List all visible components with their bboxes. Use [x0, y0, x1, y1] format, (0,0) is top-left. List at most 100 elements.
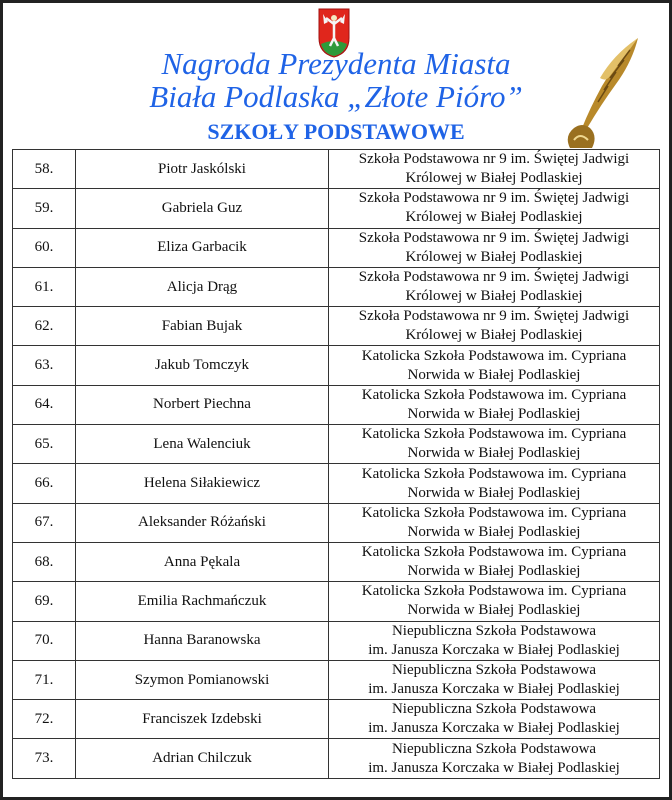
school-line-1: Szkoła Podstawowa nr 9 im. Świętej Jadwi… [358, 190, 630, 207]
school-line-1: Katolicka Szkoła Podstawowa im. Cypriana [361, 583, 627, 600]
student-name: Norbert Piechna [75, 384, 329, 426]
table-row: 58. Piotr Jaskólski Szkoła Podstawowa nr 9… [12, 148, 660, 190]
row-number: 58. [12, 148, 76, 190]
table-row: 66. Helena Siłakiewicz Katolicka Szkoła Po… [12, 463, 660, 504]
student-name: Emilia Rachmańczuk [75, 581, 329, 622]
school-line-1: Katolicka Szkoła Podstawowa im. Cypriana [361, 544, 627, 561]
student-name: Aleksander Różański [75, 502, 329, 543]
school-line-2: Norwida w Białej Podlaskiej [407, 602, 581, 619]
school-line-2: im. Janusza Korczaka w Białej Podlaskiej [368, 641, 620, 658]
title-line-1: Nagroda Prezydenta Miasta [161, 46, 511, 81]
school-cell: Szkoła Podstawowa nr 9 im. Świętej Jadwi… [328, 148, 660, 190]
title-line-2: Biała Podlaska „Złote Pióro” [149, 79, 523, 114]
school-cell: Niepubliczna Szkoła Podstawowa im. Janusz… [328, 738, 660, 779]
school-line-2: im. Janusza Korczaka w Białej Podlaskiej [368, 720, 620, 737]
school-cell: Szkoła Podstawowa nr 9 im. Świętej Jadwi… [328, 266, 660, 308]
row-number: 61. [12, 266, 76, 308]
school-line-1: Katolicka Szkoła Podstawowa im. Cypriana [361, 504, 627, 521]
row-number: 70. [12, 620, 76, 661]
school-line-1: Katolicka Szkoła Podstawowa im. Cypriana [361, 426, 627, 443]
school-cell: Katolicka Szkoła Podstawowa im. Cypriana… [328, 424, 660, 465]
row-number: 67. [12, 502, 76, 543]
row-number: 59. [12, 188, 76, 229]
school-line-2: Norwida w Białej Podlaskiej [407, 484, 581, 501]
school-cell: Szkoła Podstawowa nr 9 im. Świętej Jadwi… [328, 227, 660, 268]
school-line-1: Szkoła Podstawowa nr 9 im. Świętej Jadwi… [358, 151, 630, 168]
student-name: Hanna Baranowska [75, 620, 329, 661]
student-name: Piotr Jaskólski [75, 148, 329, 190]
student-name: Anna Pękala [75, 541, 329, 583]
school-line-2: Norwida w Białej Podlaskiej [407, 563, 581, 580]
table-row: 61. Alicja Drąg Szkoła Podstawowa nr 9 im.… [12, 266, 660, 308]
school-line-1: Szkoła Podstawowa nr 9 im. Świętej Jadwi… [358, 229, 630, 246]
school-line-1: Niepubliczna Szkoła Podstawowa [391, 622, 597, 639]
school-line-2: Norwida w Białej Podlaskiej [407, 445, 581, 462]
row-number: 65. [12, 424, 76, 465]
student-name: Gabriela Guz [75, 188, 329, 229]
student-name: Fabian Bujak [75, 306, 329, 347]
table-row: 59. Gabriela Guz Szkoła Podstawowa nr 9 im… [12, 188, 660, 229]
student-name: Jakub Tomczyk [75, 345, 329, 386]
school-cell: Niepubliczna Szkoła Podstawowa im. Janusz… [328, 699, 660, 740]
school-line-2: Królowej w Białej Podlaskiej [405, 327, 583, 344]
school-line-2: Królowej w Białej Podlaskiej [405, 170, 583, 187]
school-cell: Katolicka Szkoła Podstawowa im. Cypriana… [328, 541, 660, 583]
table-row: 60. Eliza Garbacik Szkoła Podstawowa nr 9 … [12, 227, 660, 268]
school-line-1: Katolicka Szkoła Podstawowa im. Cypriana [361, 347, 627, 364]
table-row: 63. Jakub Tomczyk Katolicka Szkoła Podstaw… [12, 345, 660, 386]
school-cell: Katolicka Szkoła Podstawowa im. Cypriana… [328, 502, 660, 543]
school-line-1: Katolicka Szkoła Podstawowa im. Cypriana [361, 465, 627, 482]
school-cell: Niepubliczna Szkoła Podstawowa im. Janusz… [328, 659, 660, 701]
school-line-2: im. Janusza Korczaka w Białej Podlaskiej [368, 681, 620, 697]
school-cell: Katolicka Szkoła Podstawowa im. Cypriana… [328, 581, 660, 622]
table-row: 64. Norbert Piechna Katolicka Szkoła Podst… [12, 384, 660, 426]
school-line-2: Królowej w Białej Podlaskiej [405, 248, 583, 265]
school-line-1: Niepubliczna Szkoła Podstawowa [391, 662, 597, 678]
school-line-2: Królowej w Białej Podlaskiej [405, 209, 583, 226]
row-number: 63. [12, 345, 76, 386]
table-row: 68. Anna Pękala Katolicka Szkoła Podstawow… [12, 541, 660, 583]
student-name: Helena Siłakiewicz [75, 463, 329, 504]
row-number: 64. [12, 384, 76, 426]
school-cell: Szkoła Podstawowa nr 9 im. Świętej Jadwi… [328, 306, 660, 347]
row-number: 66. [12, 463, 76, 504]
table-row: 65. Lena Walenciuk Katolicka Szkoła Podsta… [12, 424, 660, 465]
school-line-1: Szkoła Podstawowa nr 9 im. Świętej Jadwi… [358, 269, 630, 286]
table-row: 71. Szymon Pomianowski Niepubliczna Szkoła… [12, 659, 660, 701]
city-coat-of-arms-icon [318, 8, 350, 58]
school-line-2: im. Janusza Korczaka w Białej Podlaskiej [368, 759, 620, 776]
school-cell: Niepubliczna Szkoła Podstawowa im. Janusz… [328, 620, 660, 661]
school-line-1: Niepubliczna Szkoła Podstawowa [391, 740, 597, 757]
school-line-1: Katolicka Szkoła Podstawowa im. Cypriana [361, 386, 627, 403]
student-name: Alicja Drąg [75, 266, 329, 308]
row-number: 73. [12, 738, 76, 779]
table-row: 69. Emilia Rachmańczuk Katolicka Szkoła Po… [12, 581, 660, 622]
school-line-2: Norwida w Białej Podlaskiej [407, 523, 581, 540]
student-name: Lena Walenciuk [75, 424, 329, 465]
golden-quill-icon [567, 38, 638, 148]
student-name: Szymon Pomianowski [75, 659, 329, 701]
row-number: 72. [12, 699, 76, 740]
table-row: 72. Franciszek Izdebski Niepubliczna Szkoł… [12, 699, 660, 740]
student-name: Franciszek Izdebski [75, 699, 329, 740]
school-cell: Katolicka Szkoła Podstawowa im. Cypriana… [328, 384, 660, 426]
table-row: 62. Fabian Bujak Szkoła Podstawowa nr 9 im… [12, 306, 660, 347]
row-number: 60. [12, 227, 76, 268]
school-line-2: Norwida w Białej Podlaskiej [407, 405, 581, 422]
school-cell: Szkoła Podstawowa nr 9 im. Świętej Jadwi… [328, 188, 660, 229]
table-row: 70. Hanna Baranowska Niepubliczna Szkoła P… [12, 620, 660, 661]
table-row: 67. Aleksander Różański Katolicka Szkoła P… [12, 502, 660, 543]
student-name: Eliza Garbacik [75, 227, 329, 268]
row-number: 71. [12, 659, 76, 701]
school-line-1: Niepubliczna Szkoła Podstawowa [391, 701, 597, 718]
row-number: 69. [12, 581, 76, 622]
school-line-2: Królowej w Białej Podlaskiej [405, 288, 583, 305]
school-line-2: Norwida w Białej Podlaskiej [407, 366, 581, 383]
school-cell: Katolicka Szkoła Podstawowa im. Cypriana… [328, 345, 660, 386]
school-cell: Katolicka Szkoła Podstawowa im. Cypriana… [328, 463, 660, 504]
table-row: 73. Adrian Chilczuk Niepubliczna Szkoła Po… [12, 738, 660, 779]
subtitle: SZKOŁY PODSTAWOWE [207, 119, 465, 144]
student-name: Adrian Chilczuk [75, 738, 329, 779]
laureates-table: 58. Piotr Jaskólski Szkoła Podstawowa nr 9… [12, 148, 660, 779]
